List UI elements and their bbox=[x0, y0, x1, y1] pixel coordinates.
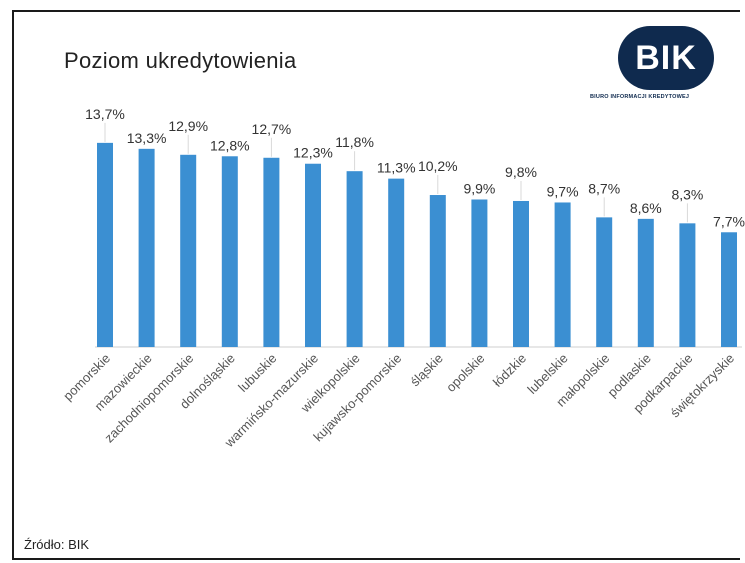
data-label-2: 12,9% bbox=[168, 118, 208, 134]
data-label-15: 7,7% bbox=[713, 213, 745, 229]
bar-10 bbox=[513, 200, 529, 347]
data-label-11: 9,7% bbox=[547, 183, 579, 199]
source-note: Źródło: BIK bbox=[24, 537, 90, 552]
bar-11 bbox=[554, 202, 571, 347]
bik-logo: BIK BIURO INFORMACJI KREDYTOWEJ bbox=[582, 22, 742, 102]
bar-1 bbox=[138, 148, 155, 347]
bar-8 bbox=[429, 195, 446, 347]
data-label-10: 9,8% bbox=[505, 164, 537, 180]
data-label-7: 11,3% bbox=[377, 160, 416, 176]
bar-0 bbox=[97, 142, 113, 347]
bar-3 bbox=[221, 156, 238, 347]
data-label-14: 8,3% bbox=[671, 186, 703, 202]
bar-4 bbox=[263, 157, 280, 347]
bar-6 bbox=[346, 171, 363, 347]
bar-7 bbox=[388, 178, 405, 347]
logo-badge: BIK bbox=[618, 26, 714, 90]
data-label-8: 10,2% bbox=[418, 158, 458, 174]
data-label-3: 12,8% bbox=[210, 137, 250, 153]
data-label-0: 13,7% bbox=[85, 106, 125, 122]
category-label-9: opolskie bbox=[443, 351, 487, 395]
data-label-5: 12,3% bbox=[293, 145, 333, 161]
category-label-10: łódzkie bbox=[490, 351, 529, 390]
data-label-4: 12,7% bbox=[252, 121, 292, 137]
data-label-6: 11,8% bbox=[335, 134, 374, 150]
bar-15 bbox=[721, 232, 737, 347]
chart-title: Poziom ukredytowienia bbox=[64, 48, 297, 73]
category-label-8: śląskie bbox=[407, 351, 446, 390]
bar-5 bbox=[305, 163, 321, 347]
bar-9 bbox=[471, 199, 488, 347]
data-label-1: 13,3% bbox=[127, 130, 167, 146]
data-label-12: 8,7% bbox=[588, 180, 620, 196]
bar-2 bbox=[180, 154, 197, 347]
bar-14 bbox=[679, 223, 696, 347]
data-label-13: 8,6% bbox=[630, 200, 662, 216]
logo-subtitle: BIURO INFORMACJI KREDYTOWEJ bbox=[590, 94, 690, 100]
bar-13 bbox=[637, 218, 654, 347]
chart-frame bbox=[12, 10, 740, 560]
data-label-9: 9,9% bbox=[463, 180, 495, 196]
bar-12 bbox=[596, 217, 613, 347]
